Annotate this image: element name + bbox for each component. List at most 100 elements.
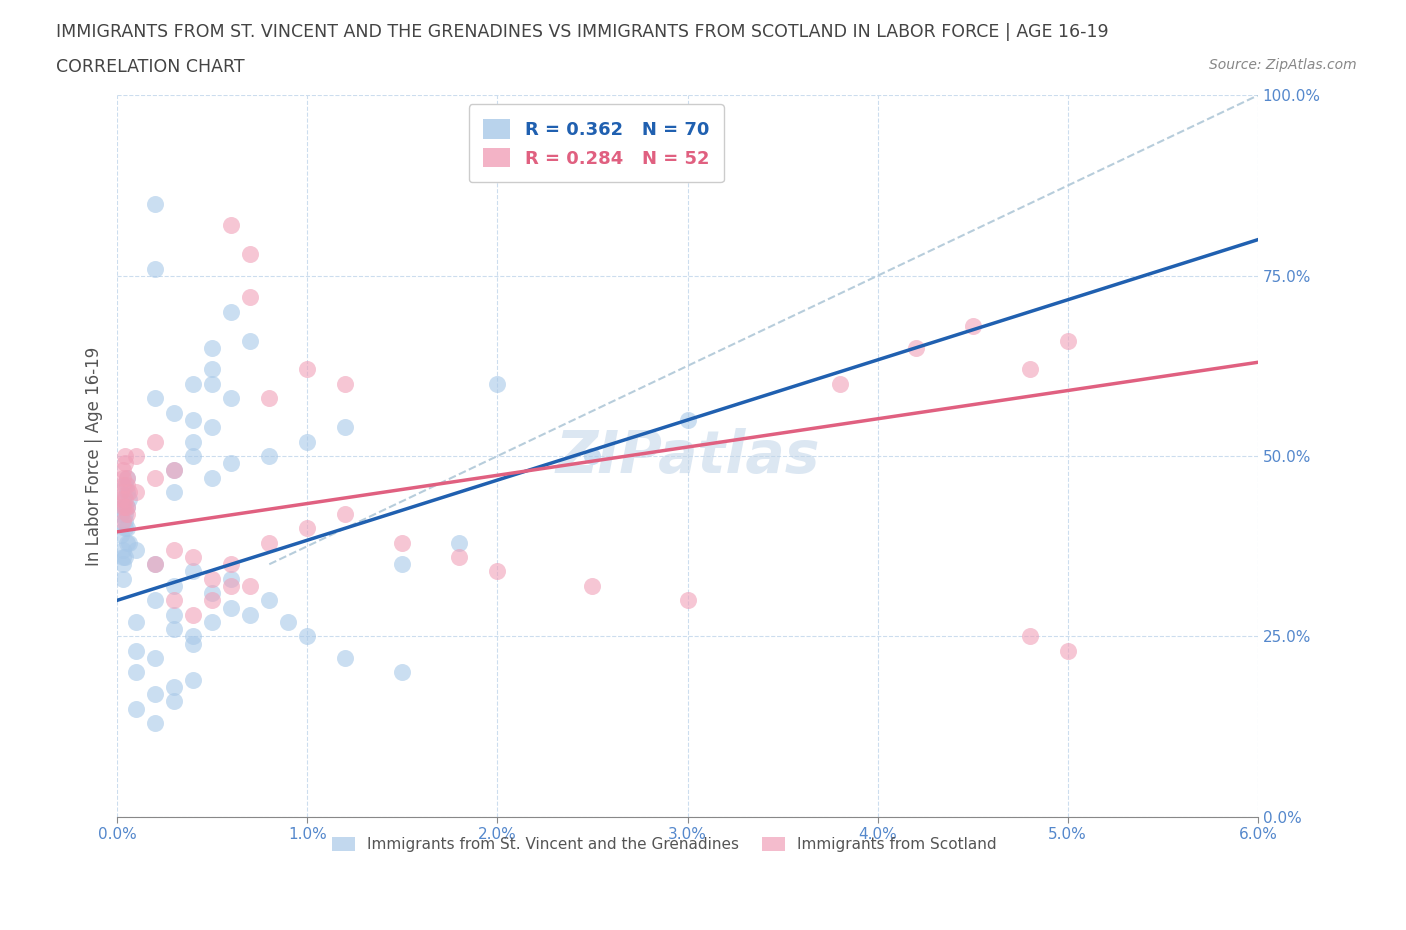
Point bbox=[181, 448, 204, 463]
Point bbox=[1018, 629, 1040, 644]
Y-axis label: In Labor Force | Age 16-19: In Labor Force | Age 16-19 bbox=[86, 347, 103, 565]
Point bbox=[111, 513, 134, 528]
Point bbox=[259, 593, 281, 608]
Point bbox=[201, 586, 224, 601]
Point bbox=[111, 477, 134, 492]
Point bbox=[110, 528, 132, 543]
Point bbox=[143, 686, 166, 701]
Point bbox=[111, 499, 134, 514]
Point bbox=[181, 629, 204, 644]
Point bbox=[581, 578, 603, 593]
Point bbox=[115, 499, 138, 514]
Point bbox=[114, 506, 136, 521]
Point bbox=[115, 506, 138, 521]
Point bbox=[110, 492, 132, 507]
Point bbox=[391, 535, 413, 550]
Point bbox=[115, 499, 138, 514]
Point bbox=[125, 644, 148, 658]
Point bbox=[581, 448, 603, 463]
Point bbox=[201, 571, 224, 586]
Point bbox=[335, 651, 357, 666]
Point bbox=[163, 405, 186, 420]
Point bbox=[143, 434, 166, 449]
Point bbox=[111, 492, 134, 507]
Point bbox=[111, 571, 134, 586]
Point bbox=[1056, 644, 1078, 658]
Point bbox=[239, 246, 262, 261]
Point bbox=[828, 377, 851, 392]
Point bbox=[163, 463, 186, 478]
Point bbox=[486, 377, 509, 392]
Point bbox=[219, 571, 242, 586]
Point bbox=[297, 434, 319, 449]
Point bbox=[1018, 362, 1040, 377]
Point bbox=[163, 485, 186, 499]
Point bbox=[111, 557, 134, 572]
Point bbox=[201, 419, 224, 434]
Point bbox=[117, 492, 139, 507]
Point bbox=[1056, 333, 1078, 348]
Point bbox=[904, 340, 927, 355]
Point bbox=[115, 471, 138, 485]
Point bbox=[143, 196, 166, 211]
Point bbox=[181, 607, 204, 622]
Point bbox=[219, 600, 242, 615]
Point bbox=[297, 521, 319, 536]
Point bbox=[335, 377, 357, 392]
Point bbox=[239, 290, 262, 305]
Text: IMMIGRANTS FROM ST. VINCENT AND THE GRENADINES VS IMMIGRANTS FROM SCOTLAND IN LA: IMMIGRANTS FROM ST. VINCENT AND THE GREN… bbox=[56, 23, 1109, 41]
Point bbox=[259, 448, 281, 463]
Point bbox=[201, 362, 224, 377]
Point bbox=[335, 506, 357, 521]
Point bbox=[163, 694, 186, 709]
Point bbox=[125, 701, 148, 716]
Point bbox=[181, 636, 204, 651]
Point bbox=[143, 593, 166, 608]
Point bbox=[486, 564, 509, 578]
Point bbox=[219, 391, 242, 405]
Point bbox=[181, 434, 204, 449]
Point bbox=[181, 564, 204, 578]
Point bbox=[117, 485, 139, 499]
Point bbox=[115, 535, 138, 550]
Point bbox=[117, 535, 139, 550]
Point bbox=[114, 521, 136, 536]
Point bbox=[111, 499, 134, 514]
Point bbox=[219, 218, 242, 232]
Point bbox=[125, 665, 148, 680]
Point bbox=[297, 362, 319, 377]
Point bbox=[163, 593, 186, 608]
Point bbox=[114, 456, 136, 471]
Text: Source: ZipAtlas.com: Source: ZipAtlas.com bbox=[1209, 58, 1357, 72]
Point bbox=[143, 261, 166, 276]
Point bbox=[181, 377, 204, 392]
Point bbox=[163, 680, 186, 695]
Point bbox=[239, 333, 262, 348]
Point bbox=[125, 448, 148, 463]
Point bbox=[181, 672, 204, 687]
Point bbox=[111, 542, 134, 557]
Point bbox=[239, 578, 262, 593]
Point bbox=[114, 477, 136, 492]
Point bbox=[277, 615, 299, 630]
Point bbox=[391, 665, 413, 680]
Point bbox=[219, 304, 242, 319]
Point bbox=[114, 448, 136, 463]
Point bbox=[201, 340, 224, 355]
Point bbox=[201, 377, 224, 392]
Legend: Immigrants from St. Vincent and the Grenadines, Immigrants from Scotland: Immigrants from St. Vincent and the Gren… bbox=[325, 830, 1005, 859]
Point bbox=[163, 622, 186, 637]
Point bbox=[110, 506, 132, 521]
Point bbox=[143, 715, 166, 730]
Point bbox=[115, 477, 138, 492]
Point bbox=[114, 492, 136, 507]
Point bbox=[201, 615, 224, 630]
Point bbox=[962, 319, 984, 334]
Point bbox=[676, 413, 699, 428]
Point bbox=[143, 471, 166, 485]
Point bbox=[163, 463, 186, 478]
Point bbox=[111, 471, 134, 485]
Point bbox=[259, 391, 281, 405]
Text: CORRELATION CHART: CORRELATION CHART bbox=[56, 58, 245, 75]
Point bbox=[391, 557, 413, 572]
